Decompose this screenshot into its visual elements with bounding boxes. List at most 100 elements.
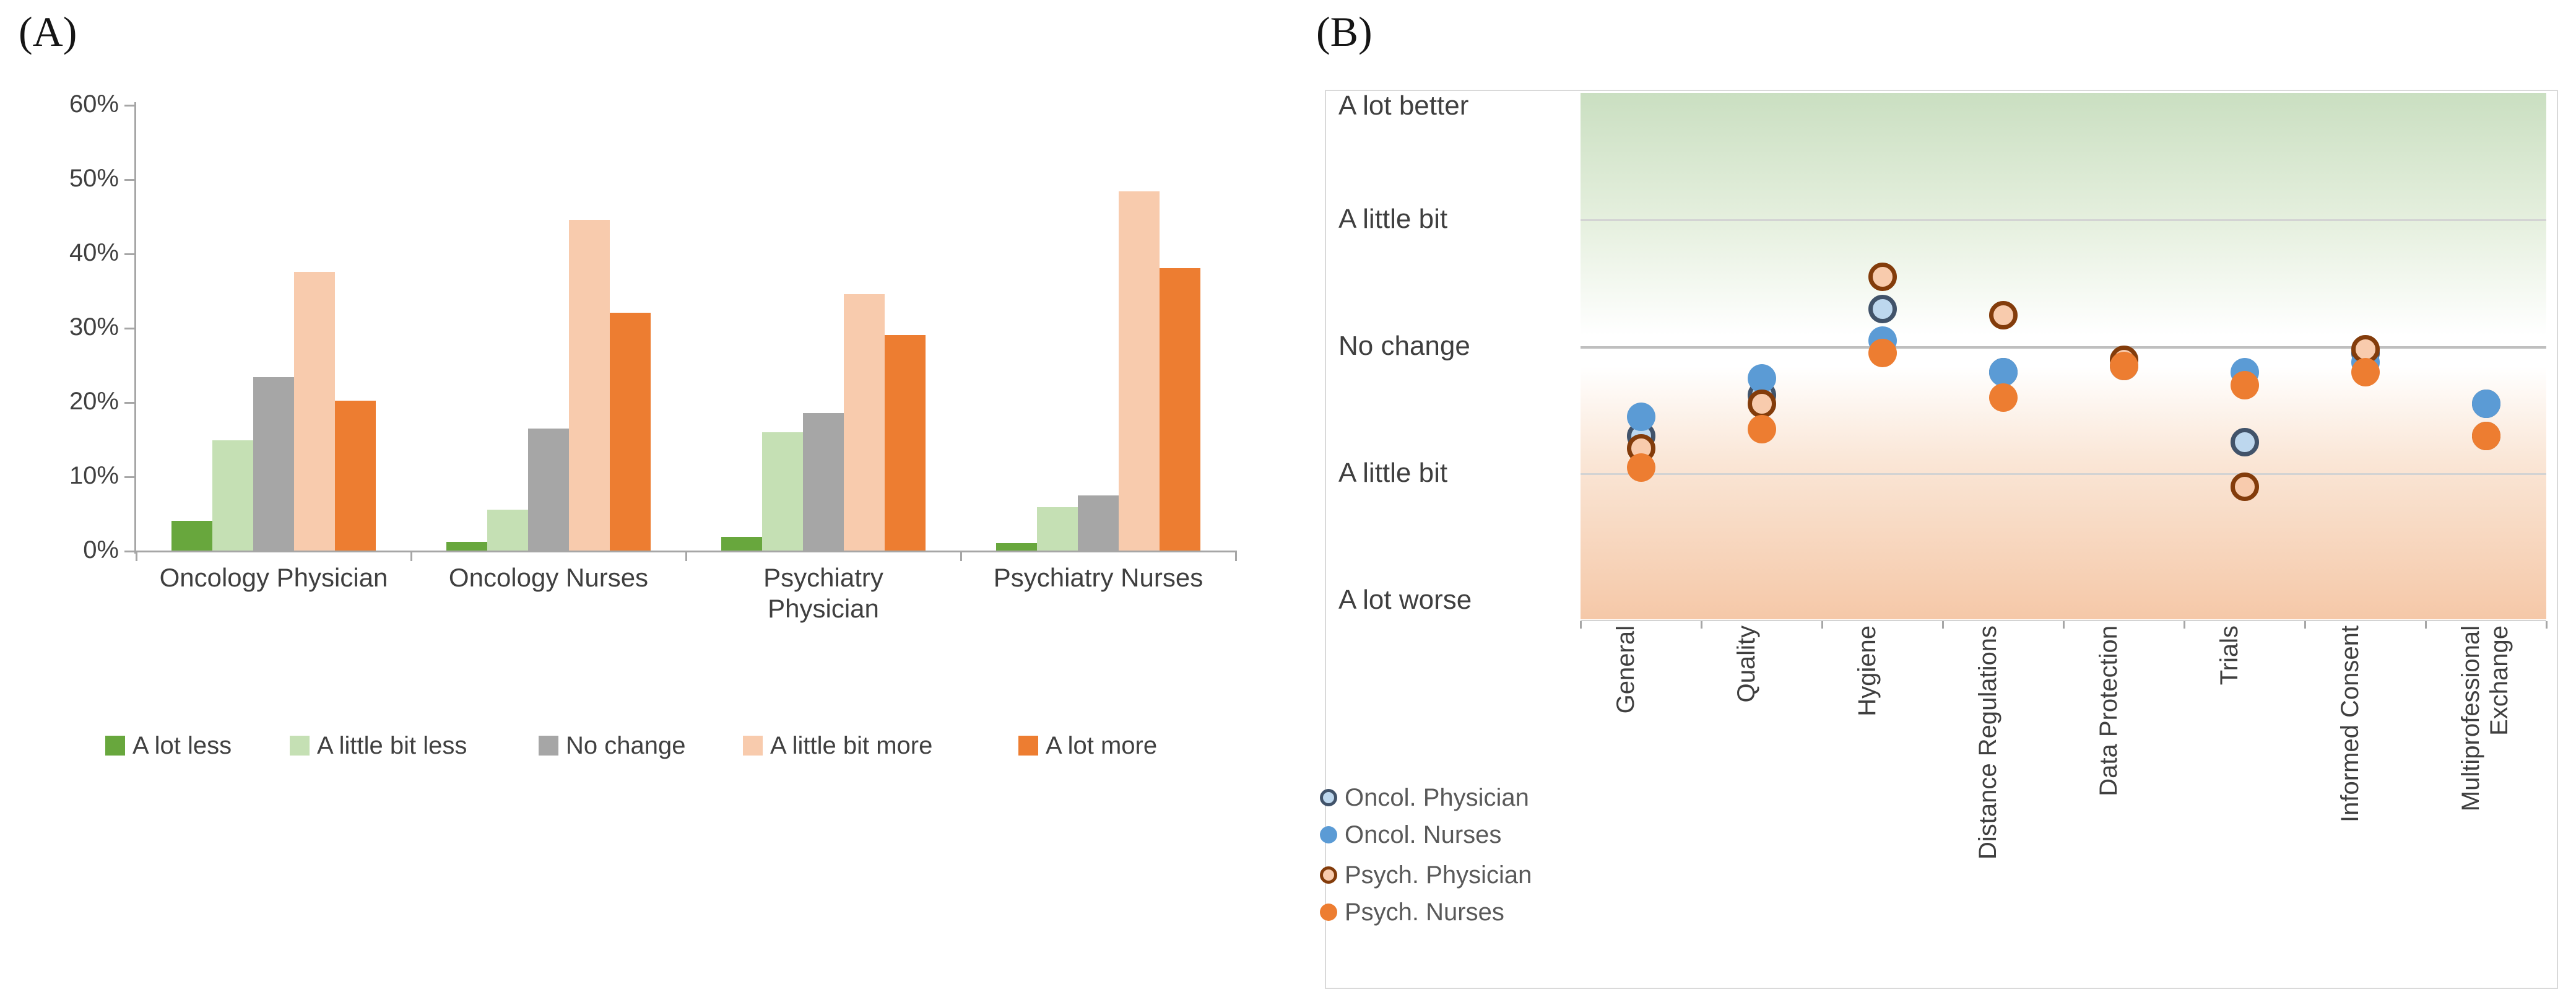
panel-b-label: (B) xyxy=(1316,8,1373,55)
legend-swatch xyxy=(1018,736,1038,756)
bar xyxy=(721,537,762,551)
y-axis-label: A lot better xyxy=(1338,90,1469,121)
legend-label: A little bit more xyxy=(770,732,933,759)
y-axis-line xyxy=(134,102,136,554)
bar xyxy=(528,429,569,551)
scatter-dot xyxy=(2109,351,2138,380)
legend-label: No change xyxy=(566,732,686,759)
bar xyxy=(885,335,926,551)
legend-swatch xyxy=(743,736,763,756)
y-tick-label: 50% xyxy=(69,165,119,192)
legend-label: Psych. Nurses xyxy=(1345,899,1504,926)
scatter-dot xyxy=(2471,390,2500,419)
bar xyxy=(1078,495,1119,551)
bar xyxy=(844,294,885,551)
bar xyxy=(762,432,803,551)
bar xyxy=(487,510,528,551)
legend-marker xyxy=(1320,904,1337,921)
x-axis-tick xyxy=(1701,621,1702,629)
y-axis-tick xyxy=(124,328,134,329)
legend-marker xyxy=(1320,826,1337,843)
x-axis-tick xyxy=(136,552,137,561)
y-tick-label: 60% xyxy=(69,90,119,118)
plot-area-gradient xyxy=(1581,93,2546,619)
bar xyxy=(996,543,1037,551)
x-category-label: General xyxy=(1611,625,1639,714)
legend-label: Oncol. Physician xyxy=(1345,784,1529,811)
bar xyxy=(610,313,651,551)
x-axis-tick xyxy=(1942,621,1944,629)
y-axis-label: No change xyxy=(1338,331,1470,361)
x-axis-tick xyxy=(2546,621,2548,629)
y-axis-tick xyxy=(124,402,134,404)
x-category-label: Oncology Nurses xyxy=(448,563,649,592)
legend-label: Psych. Physician xyxy=(1345,861,1532,889)
x-axis-tick xyxy=(410,552,412,561)
scatter-dot xyxy=(2230,370,2259,399)
scatter-dot xyxy=(1988,383,2018,412)
gridline xyxy=(1581,219,2546,221)
bar xyxy=(803,413,844,551)
scatter-dot xyxy=(1747,364,1776,393)
chart-border xyxy=(1325,90,2558,989)
x-category-label: Multiprofessional Exchange xyxy=(2457,625,2513,812)
y-axis-tick xyxy=(124,105,134,107)
x-category-label: Quality xyxy=(1732,625,1760,703)
x-axis-tick xyxy=(685,552,687,561)
legend-swatch xyxy=(539,736,558,756)
x-axis-tick xyxy=(960,552,962,561)
legend-label: A little bit less xyxy=(317,732,467,759)
scatter-dot xyxy=(1868,339,1897,368)
y-axis-label: A little bit xyxy=(1338,204,1448,234)
scatter-dot xyxy=(1988,300,2018,329)
bar xyxy=(253,377,294,551)
legend-marker xyxy=(1320,866,1337,884)
x-category-label: Data Protection xyxy=(2094,625,2122,796)
scatter-dot xyxy=(2230,472,2259,501)
bar xyxy=(294,272,335,551)
scatter-dot xyxy=(1747,415,1776,444)
y-axis-tick xyxy=(124,551,134,552)
gridline-no-change xyxy=(1581,346,2546,349)
y-axis-label: A little bit xyxy=(1338,458,1448,488)
scatter-dot xyxy=(1868,294,1897,323)
legend-label: Oncol. Nurses xyxy=(1345,821,1502,848)
panel-a-label: (A) xyxy=(19,8,77,55)
y-tick-label: 10% xyxy=(69,462,119,489)
scatter-dot xyxy=(1626,402,1655,431)
x-axis-tick xyxy=(1235,552,1237,561)
x-category-label: Psychiatry Physician xyxy=(763,563,883,623)
x-category-label: Trials xyxy=(2215,625,2243,686)
x-category-label: Distance Regulations xyxy=(1974,625,2001,860)
scatter-dot xyxy=(2351,358,2380,386)
y-tick-label: 30% xyxy=(69,313,119,341)
x-axis-line xyxy=(1581,620,2546,621)
scatter-dot xyxy=(1988,358,2018,386)
legend-swatch xyxy=(290,736,310,756)
y-axis-label: A lot worse xyxy=(1338,585,1472,615)
scatter-dot xyxy=(2230,427,2259,456)
x-axis-tick xyxy=(1580,621,1582,629)
x-category-label: Oncology Physician xyxy=(159,563,388,592)
legend-marker xyxy=(1320,789,1337,806)
y-axis-tick xyxy=(124,179,134,181)
x-category-label: Psychiatry Nurses xyxy=(993,563,1203,592)
bar xyxy=(1119,191,1160,551)
scatter-dot xyxy=(2471,421,2500,450)
y-axis-tick xyxy=(124,476,134,478)
x-axis-tick xyxy=(2304,621,2306,629)
legend-label: A lot less xyxy=(132,732,232,759)
x-category-label: Hygiene xyxy=(1853,625,1881,717)
bar xyxy=(446,542,487,551)
y-tick-label: 40% xyxy=(69,239,119,266)
y-axis-tick xyxy=(124,253,134,255)
bar xyxy=(569,220,610,551)
x-axis-tick xyxy=(1821,621,1823,629)
bar xyxy=(212,440,253,551)
scatter-dot xyxy=(1868,263,1897,292)
x-category-label: Informed Consent xyxy=(2336,625,2364,822)
scatter-dot xyxy=(1626,453,1655,482)
